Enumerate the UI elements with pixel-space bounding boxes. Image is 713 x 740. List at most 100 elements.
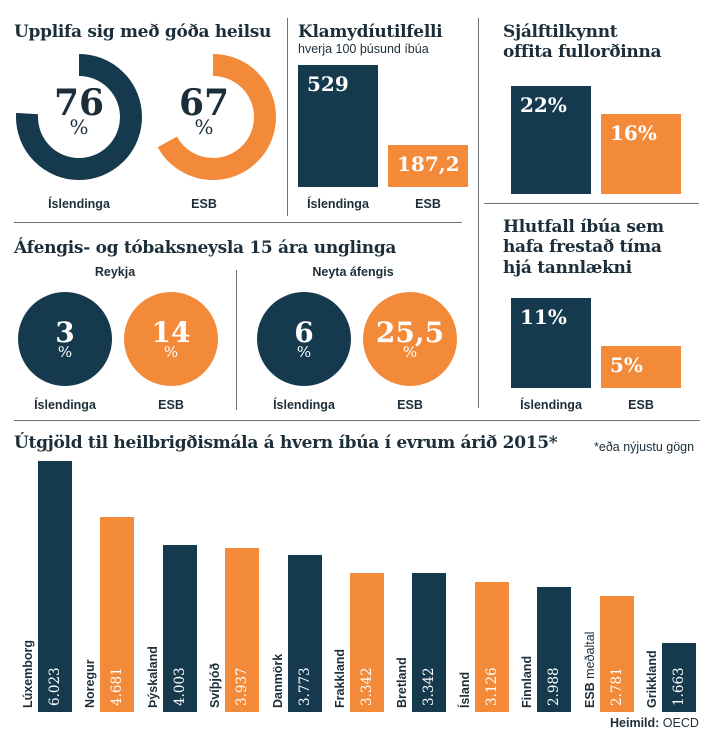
- spending-category-name: ESB: [583, 682, 597, 708]
- obesity-title: Sjálftilkynnt offita fullorðinna: [503, 22, 662, 63]
- spending-value-label: 4.681: [109, 667, 125, 706]
- spending-value-label: 3.937: [234, 667, 250, 706]
- youth-heading-smoking: Reykja: [94, 265, 136, 279]
- spending-value-label: 4.003: [172, 667, 188, 706]
- chlamydia-title: Klamydíutilfelli: [298, 22, 443, 42]
- source-value: OECD: [662, 716, 699, 730]
- spending-bar-5: [288, 555, 322, 712]
- spending-category-name: Þýskaland: [146, 646, 160, 708]
- alcohol-value-eu: 25,5: [375, 315, 445, 349]
- spending-value-label: 3.342: [421, 667, 437, 706]
- spending-title: Útgjöld til heilbrigðismála á hvern íbúa…: [14, 433, 558, 453]
- spending-category-name: Noregur: [83, 659, 97, 708]
- spending-category-label: Danmörk: [271, 654, 285, 708]
- divider: [287, 18, 288, 216]
- alcohol-unit-iceland: %: [296, 342, 312, 361]
- donut-value-iceland: 76: [53, 82, 105, 124]
- youth-heading-alcohol: Neyta áfengis: [312, 265, 394, 279]
- obesity-value-iceland: 22%: [520, 93, 567, 117]
- spending-category-label: Bretland: [395, 657, 409, 708]
- alcohol-unit-eu: %: [402, 342, 418, 361]
- smoking-circle-eu: 14 %: [124, 292, 218, 386]
- chlamydia-bar-eu: 187,2: [388, 145, 468, 187]
- alcohol-circle-eu: 25,5 %: [363, 292, 457, 386]
- spending-category-name: Lúxemborg: [21, 639, 35, 708]
- spending-category-name: Frakkland: [333, 648, 347, 708]
- donut-value-eu: 67: [178, 82, 230, 124]
- chlamydia-value-iceland: 529: [307, 72, 349, 96]
- spending-bar-1: [38, 461, 72, 712]
- health-label-eu: ESB: [191, 197, 217, 211]
- spending-value-label: 6.023: [47, 667, 63, 706]
- spending-bar-7: [412, 573, 446, 712]
- source-note: Heimild: OECD: [610, 716, 699, 730]
- dentist-value-eu: 5%: [610, 353, 643, 377]
- smoking-unit-eu: %: [163, 342, 179, 361]
- divider: [478, 18, 479, 408]
- smoking-label-iceland: Íslendinga: [34, 398, 96, 412]
- spending-category-label: Lúxemborg: [21, 640, 35, 708]
- spending-category-label: Noregur: [83, 659, 97, 708]
- obesity-title-line1: Sjálftilkynnt: [503, 22, 618, 42]
- donut-iceland: [16, 54, 142, 180]
- donut-unit-eu: %: [194, 115, 214, 139]
- spending-category-label: Ísland: [458, 672, 472, 708]
- spending-bar-8: [475, 582, 509, 712]
- chlamydia-label-eu: ESB: [415, 197, 441, 211]
- alcohol-label-eu: ESB: [397, 398, 423, 412]
- divider: [236, 270, 237, 410]
- health-label-iceland: Íslendinga: [48, 197, 110, 211]
- smoking-value-iceland: 3: [55, 315, 75, 349]
- donut-ring-eu: [150, 54, 276, 180]
- obesity-bar-iceland: 22%: [511, 86, 591, 194]
- spending-value-label: 2.781: [609, 667, 625, 706]
- spending-category-label: Frakkland: [333, 649, 347, 708]
- smoking-circle-iceland: 3 %: [18, 292, 112, 386]
- dentist-title-line3: hjá tannlækni: [503, 257, 632, 278]
- obesity-value-eu: 16%: [610, 121, 657, 145]
- spending-bar-4: [225, 548, 259, 712]
- spending-bar-9: [537, 587, 571, 712]
- chlamydia-value-eu: 187,2: [397, 152, 460, 176]
- spending-value-label: 3.342: [359, 667, 375, 706]
- source-label: Heimild:: [610, 716, 660, 730]
- spending-value-label: 3.773: [297, 667, 313, 706]
- youth-title: Áfengis- og tóbaksneysla 15 ára unglinga: [14, 238, 397, 258]
- spending-category-label: ESB meðaltal: [583, 632, 597, 708]
- dentist-value-iceland: 11%: [520, 305, 567, 329]
- spending-category-name: Grikkland: [645, 650, 659, 708]
- spending-category-name: Danmörk: [271, 653, 285, 708]
- chlamydia-bar-iceland: 529: [298, 65, 378, 187]
- spending-category-suffix: meðaltal: [583, 631, 597, 683]
- spending-category-name: Ísland: [458, 671, 472, 708]
- smoking-unit-iceland: %: [57, 342, 73, 361]
- chlamydia-label-iceland: Íslendinga: [307, 197, 369, 211]
- spending-value-label: 3.126: [484, 667, 500, 706]
- spending-value-label: 2.988: [546, 667, 562, 706]
- donut-unit-iceland: %: [69, 115, 89, 139]
- obesity-bar-eu: 16%: [601, 114, 681, 194]
- chlamydia-subtitle: hverja 100 þúsund íbúa: [298, 42, 429, 56]
- spending-bar-11: [662, 643, 696, 712]
- divider: [14, 222, 462, 223]
- spending-bar-6: [350, 573, 384, 712]
- dentist-bar-iceland: 11%: [511, 298, 591, 388]
- spending-category-label: Finnland: [520, 656, 534, 708]
- dentist-title: Hlutfall íbúa sem hafa frestað tíma hjá …: [503, 217, 664, 278]
- smoking-label-eu: ESB: [158, 398, 184, 412]
- dentist-label-eu: ESB: [628, 398, 654, 412]
- spending-footnote: *eða nýjustu gögn: [594, 440, 695, 454]
- dentist-label-iceland: Íslendinga: [520, 398, 582, 412]
- spending-bar-10: [600, 596, 634, 712]
- alcohol-circle-iceland: 6 %: [257, 292, 351, 386]
- alcohol-value-iceland: 6: [294, 315, 314, 349]
- donut-eu: [150, 54, 276, 180]
- donut-ring-iceland: [16, 54, 142, 180]
- spending-category-name: Bretland: [395, 657, 409, 708]
- spending-category-label: Þýskaland: [146, 646, 160, 708]
- smoking-value-eu: 14: [151, 315, 191, 349]
- alcohol-label-iceland: Íslendinga: [273, 398, 335, 412]
- spending-value-label: 1.663: [671, 667, 687, 706]
- spending-bar-2: [100, 517, 134, 712]
